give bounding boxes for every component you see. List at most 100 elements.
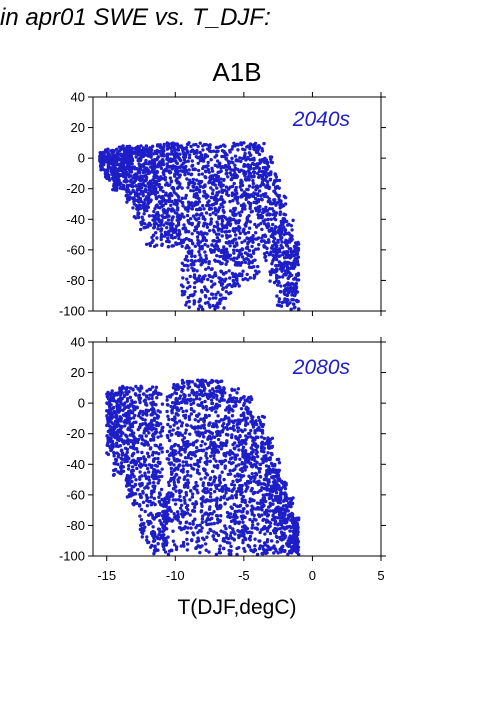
- data-point-2040s-fill-2279: [173, 151, 177, 155]
- data-point-2040s-fill-79: [224, 270, 228, 275]
- data-point-2040s-fill-58: [297, 307, 301, 311]
- data-point-2080s-fill-1110: [243, 449, 248, 453]
- data-point-2040s-fill-2362: [222, 248, 226, 252]
- data-point-2080s-fill-1755: [223, 524, 227, 528]
- data-point-2040s-fill-1692: [288, 247, 293, 251]
- data-point-2040s-fill-2245: [295, 259, 300, 263]
- data-point-2080s-fill-2075: [166, 516, 170, 520]
- data-point-2080s-fill-1497: [236, 418, 240, 422]
- data-point-2040s-fill-2379: [214, 292, 218, 297]
- data-point-2040s-fill-1780: [141, 190, 145, 194]
- data-point-2080s-fill-2235: [136, 387, 141, 391]
- data-point-2080s-fill-2029: [261, 501, 265, 505]
- data-point-2080s-fill-1304: [134, 478, 138, 482]
- data-point-2080s-fill-1529: [268, 492, 272, 496]
- data-point-2040s-fill-1901: [204, 267, 208, 271]
- data-point-2080s-fill-1133: [255, 472, 259, 477]
- y-tick-label-2040s--100: -100: [59, 304, 85, 319]
- data-point-2040s-fill-2243: [152, 225, 157, 229]
- data-point-2080s-fill-920: [245, 511, 249, 515]
- data-point-2080s-fill-1018: [125, 399, 130, 403]
- data-point-2080s-fill-1887: [223, 391, 227, 395]
- data-point-2040s-fill-1702: [230, 284, 234, 289]
- data-point-2080s-fill-1405: [145, 389, 149, 393]
- data-point-2080s-fill-1648: [240, 499, 244, 504]
- data-point-2040s-fill-1073: [282, 261, 286, 266]
- data-point-2080s-fill-1436: [220, 396, 224, 400]
- data-point-2040s-fill-2568: [234, 227, 239, 231]
- data-point-2040s-fill-2391: [127, 188, 131, 193]
- data-point-2040s-fill-1594: [276, 263, 281, 268]
- data-point-2040s-fill-2500: [187, 182, 191, 187]
- data-point-2080s-fill-1284: [150, 385, 155, 389]
- data-point-2040s-fill-2047: [168, 223, 173, 227]
- data-point-2080s-fill-1906: [143, 471, 147, 475]
- data-point-2040s-fill-719: [215, 186, 219, 190]
- data-point-2080s-fill-1954: [182, 436, 187, 440]
- data-point-2080s-fill-1622: [125, 392, 130, 396]
- data-point-2080s-fill-1964: [150, 489, 154, 493]
- data-point-2080s-fill-1849: [259, 482, 263, 486]
- data-point-2080s-fill-1612: [151, 516, 155, 520]
- data-point-2040s-fill-1915: [155, 144, 160, 148]
- data-point-2040s-fill-1883: [231, 144, 235, 149]
- data-point-2040s-fill-2387: [151, 191, 155, 195]
- data-point-2080s-0: [105, 409, 109, 413]
- data-point-2040s-fill-2522: [286, 302, 291, 306]
- data-point-2040s-fill-1287: [164, 221, 168, 225]
- data-point-2040s-fill-1877: [134, 193, 138, 197]
- data-point-2040s-fill-396: [211, 239, 215, 243]
- data-point-2040s-fill-1925: [192, 299, 196, 303]
- data-point-2080s-fill-1941: [250, 526, 254, 530]
- data-point-2040s-fill-2486: [99, 168, 103, 172]
- data-point-2040s-fill-2247: [253, 141, 258, 146]
- data-point-2040s-fill-2596: [233, 206, 237, 210]
- data-point-2040s-fill-2061: [190, 254, 194, 258]
- data-point-2040s-fill-2421: [252, 273, 257, 278]
- data-point-2080s-fill-1714: [189, 489, 193, 493]
- data-point-2080s-fill-1602: [138, 400, 142, 405]
- data-point-2040s-fill-2547: [199, 256, 203, 260]
- data-point-2040s-fill-1667: [276, 254, 281, 259]
- data-point-2080s-fill-1208: [248, 500, 252, 504]
- data-point-2080s-fill-1555: [258, 420, 263, 425]
- data-point-2040s-fill-827: [219, 197, 223, 201]
- data-point-2040s-fill-1126: [269, 160, 273, 164]
- data-point-2040s-fill-1323: [207, 303, 211, 307]
- data-point-2040s-fill-1146: [170, 149, 174, 153]
- data-point-2080s-fill-2128: [253, 537, 257, 541]
- data-point-2040s-fill-2541: [107, 176, 111, 180]
- data-point-2040s-fill-2459: [202, 207, 206, 211]
- data-point-2080s-fill-2287: [268, 495, 272, 499]
- data-point-2080s-fill-514: [204, 404, 209, 409]
- data-point-2040s-fill-1406: [246, 278, 250, 282]
- data-point-2040s-fill-1635: [171, 222, 175, 226]
- data-point-2040s-fill-2480: [125, 184, 130, 188]
- data-point-2040s-fill-1698: [129, 184, 134, 188]
- data-point-2040s-fill-900: [260, 198, 264, 202]
- data-point-2040s-fill-2485: [105, 171, 109, 175]
- data-point-2080s-fill-961: [212, 521, 216, 526]
- data-point-2080s-fill-2092: [261, 422, 266, 427]
- data-point-2080s-fill-2034: [230, 388, 234, 392]
- data-point-2040s-fill-2414: [263, 254, 268, 259]
- data-point-2040s-fill-803: [247, 261, 251, 266]
- data-point-2080s-fill-1907: [133, 483, 138, 487]
- data-point-2080s-fill-11: [200, 439, 204, 444]
- data-point-2080s-fill-971: [248, 480, 253, 484]
- data-point-2040s-fill-2075: [258, 184, 262, 188]
- data-point-2040s-fill-2515: [287, 274, 292, 279]
- data-point-2080s-fill-1165: [195, 484, 199, 488]
- data-point-2040s-fill-867: [165, 162, 169, 166]
- data-point-2040s-fill-2472: [139, 182, 144, 186]
- data-point-2040s-fill-2457: [148, 223, 153, 227]
- data-point-2080s-fill-1854: [185, 478, 190, 482]
- data-point-2040s-fill-2064: [245, 245, 250, 249]
- data-point-2080s-fill-523: [128, 395, 133, 400]
- data-point-2040s-fill-103: [180, 261, 185, 265]
- data-point-2040s-fill-1979: [276, 238, 280, 243]
- data-point-2080s-fill-2200: [246, 397, 250, 401]
- data-point-2040s-fill-2217: [157, 182, 162, 187]
- data-point-2040s-fill-2030: [161, 203, 165, 208]
- data-point-2040s-fill-2312: [215, 220, 219, 224]
